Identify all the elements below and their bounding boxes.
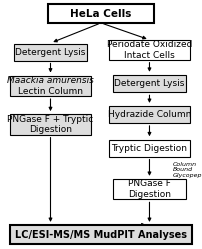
Text: Tryptic Digestion: Tryptic Digestion: [112, 144, 187, 153]
FancyBboxPatch shape: [109, 40, 190, 60]
Text: HeLa Cells: HeLa Cells: [70, 9, 132, 19]
FancyBboxPatch shape: [10, 114, 91, 135]
FancyBboxPatch shape: [113, 179, 186, 199]
Text: LC/ESI-MS/MS MudPIT Analyses: LC/ESI-MS/MS MudPIT Analyses: [15, 230, 187, 240]
FancyBboxPatch shape: [10, 76, 91, 96]
FancyBboxPatch shape: [113, 75, 186, 92]
FancyBboxPatch shape: [109, 106, 190, 123]
Text: Detergent Lysis: Detergent Lysis: [114, 79, 185, 88]
Text: Detergent Lysis: Detergent Lysis: [15, 48, 86, 57]
Text: Periodate Oxidized
Intact Cells: Periodate Oxidized Intact Cells: [107, 40, 192, 60]
FancyBboxPatch shape: [14, 44, 87, 61]
FancyBboxPatch shape: [109, 140, 190, 157]
FancyBboxPatch shape: [10, 225, 192, 244]
FancyBboxPatch shape: [48, 4, 154, 23]
Text: Maackia amurensis: Maackia amurensis: [7, 76, 94, 85]
Text: PNGase F + Tryptic
Digestion: PNGase F + Tryptic Digestion: [7, 115, 94, 134]
Text: Column
Bound
Glycopeptides: Column Bound Glycopeptides: [173, 162, 202, 178]
Text: Hydrazide Column: Hydrazide Column: [108, 110, 191, 119]
Text: PNGase F
Digestion: PNGase F Digestion: [128, 179, 171, 199]
Text: Lectin Column: Lectin Column: [18, 87, 83, 96]
